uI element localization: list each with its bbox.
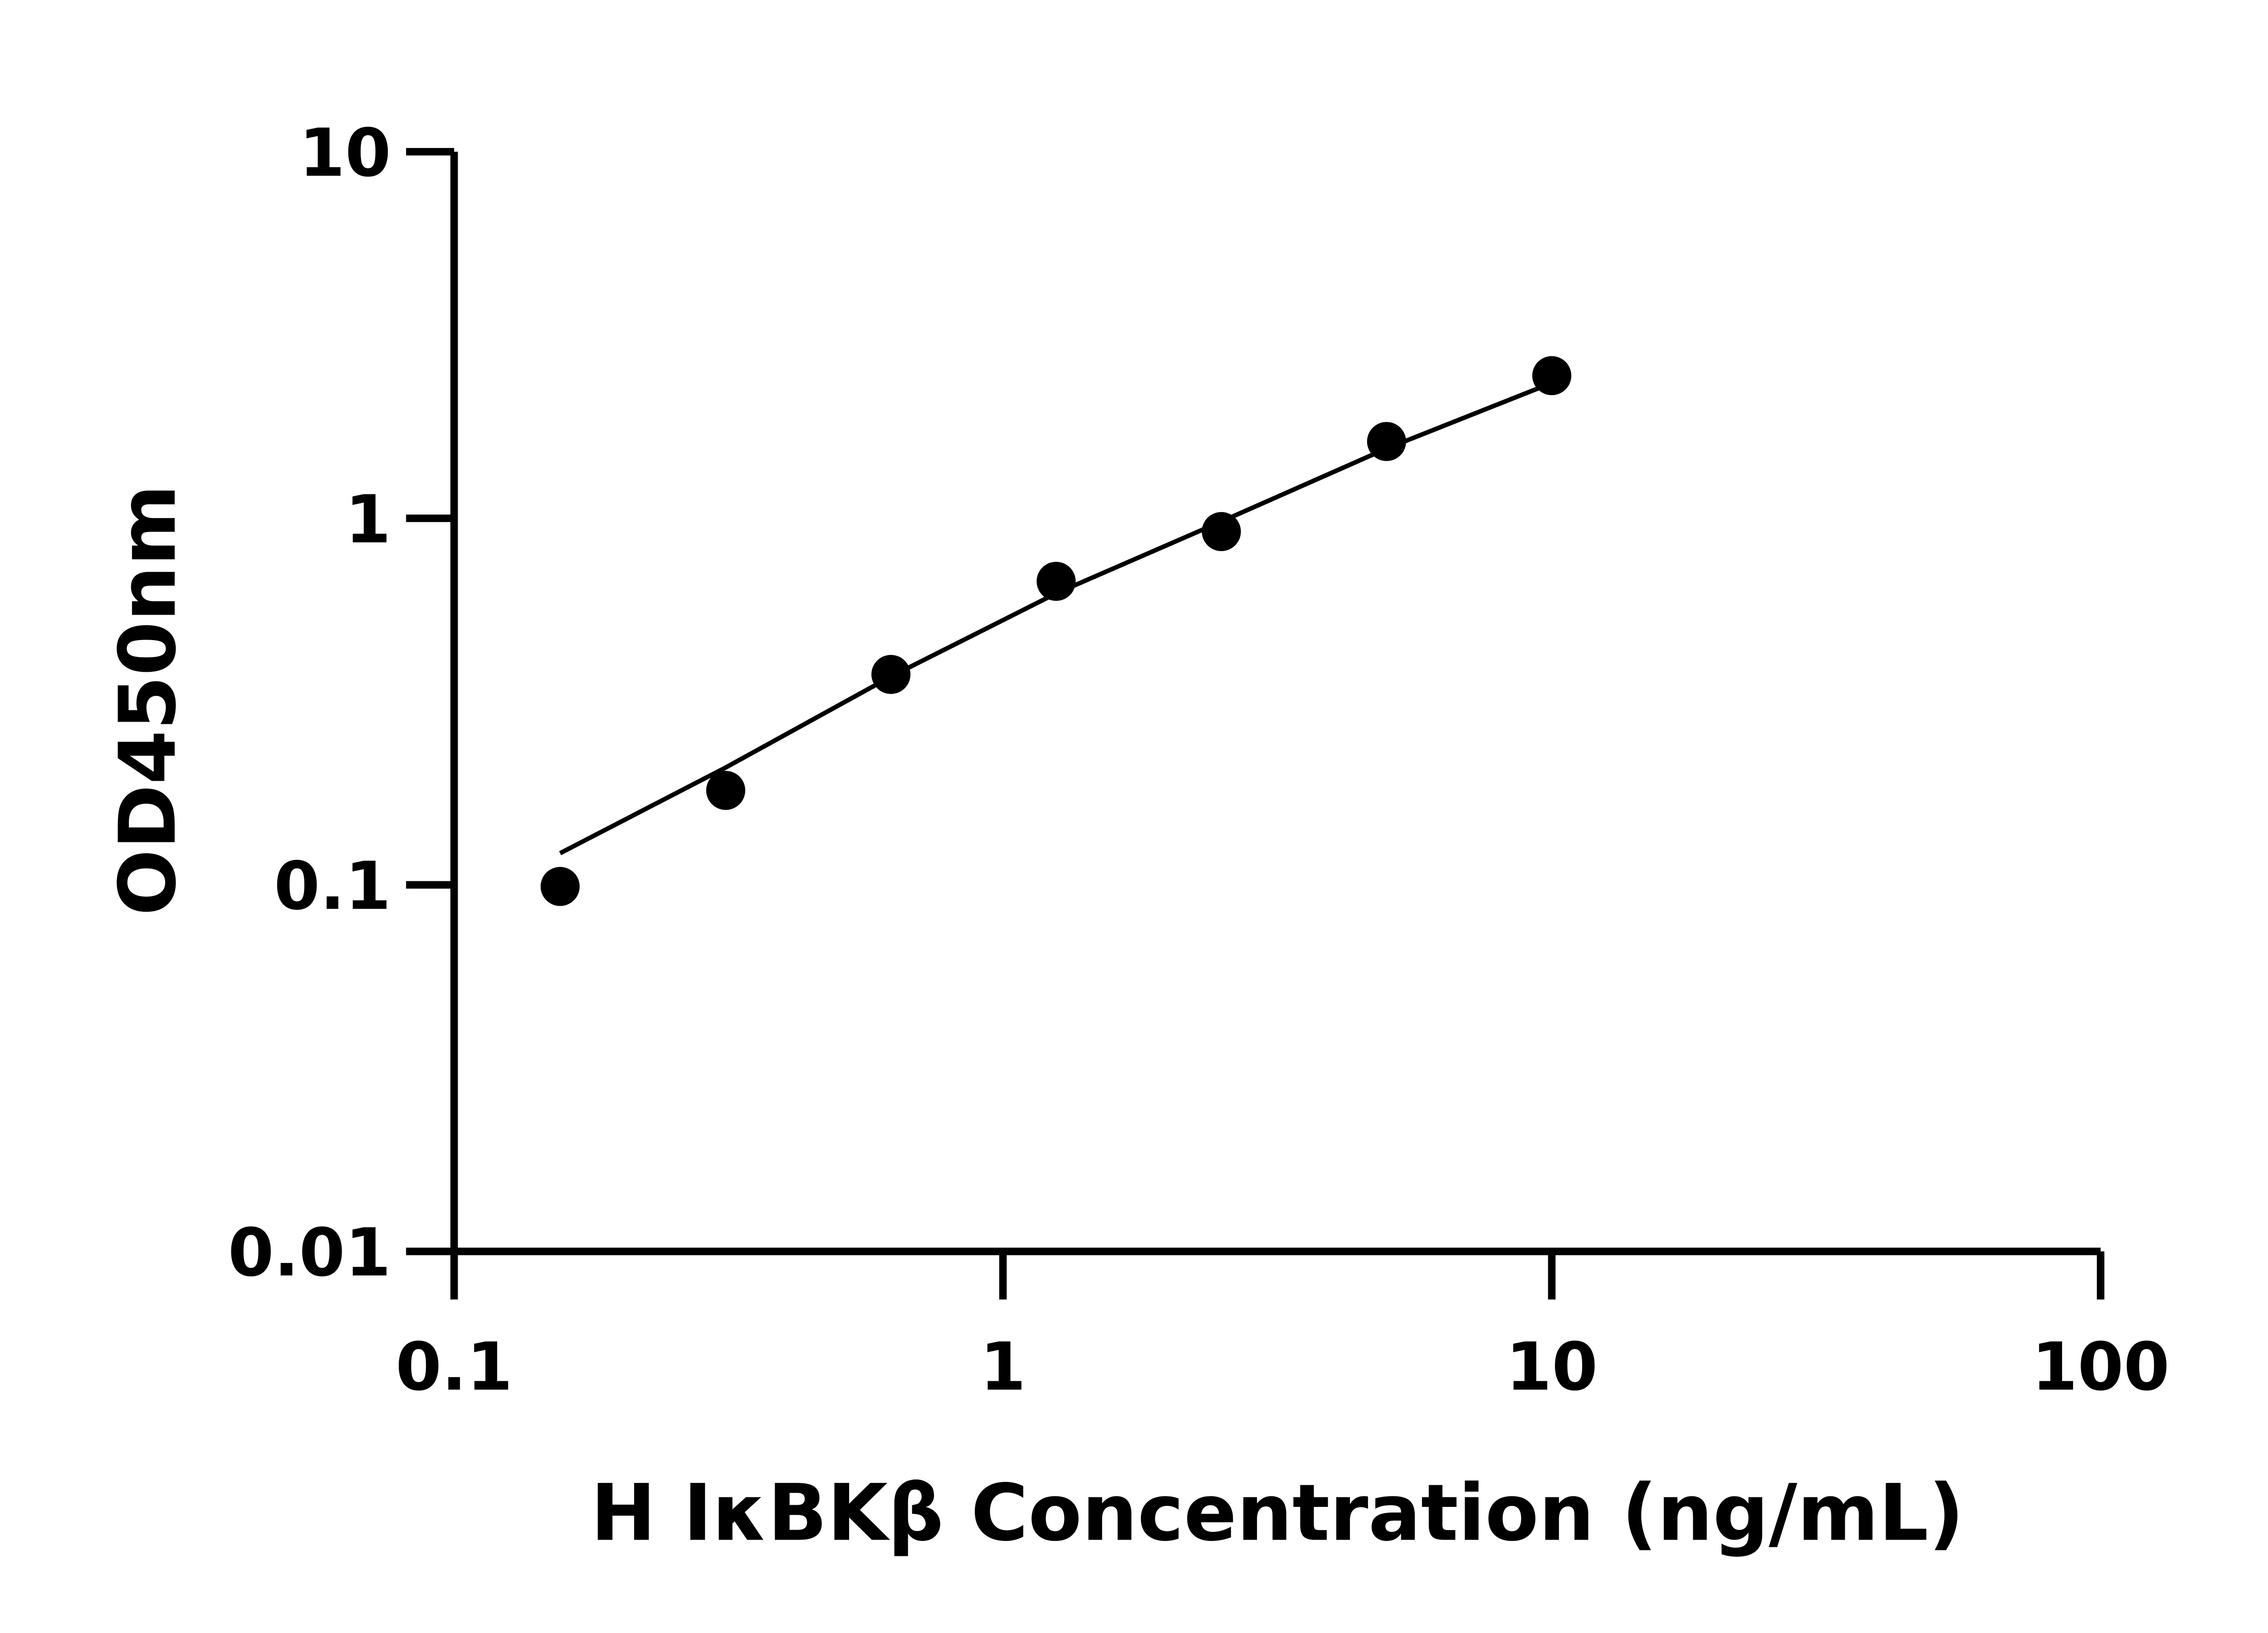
y-tick-label: 0.01 [228, 1215, 391, 1291]
x-axis-label: H IκBKβ Concentration (ng/mL) [591, 1467, 1964, 1559]
data-point [1367, 422, 1406, 461]
data-point [871, 655, 911, 694]
data-point [706, 771, 745, 810]
x-tick-label: 0.1 [396, 1329, 513, 1405]
data-points [540, 356, 1572, 906]
x-tick-label: 10 [1506, 1329, 1598, 1405]
axes [450, 152, 2101, 1256]
y-axis-label: OD450nm [102, 484, 193, 916]
data-point [1532, 356, 1572, 396]
x-tick-label: 1 [980, 1329, 1026, 1405]
y-tick-label: 1 [345, 482, 391, 558]
x-tick-label: 100 [2032, 1329, 2170, 1405]
data-point [540, 867, 580, 906]
data-point [1202, 512, 1241, 551]
y-tick-label: 10 [299, 115, 391, 191]
data-point [1036, 562, 1076, 601]
y-tick-label: 0.1 [274, 848, 391, 925]
